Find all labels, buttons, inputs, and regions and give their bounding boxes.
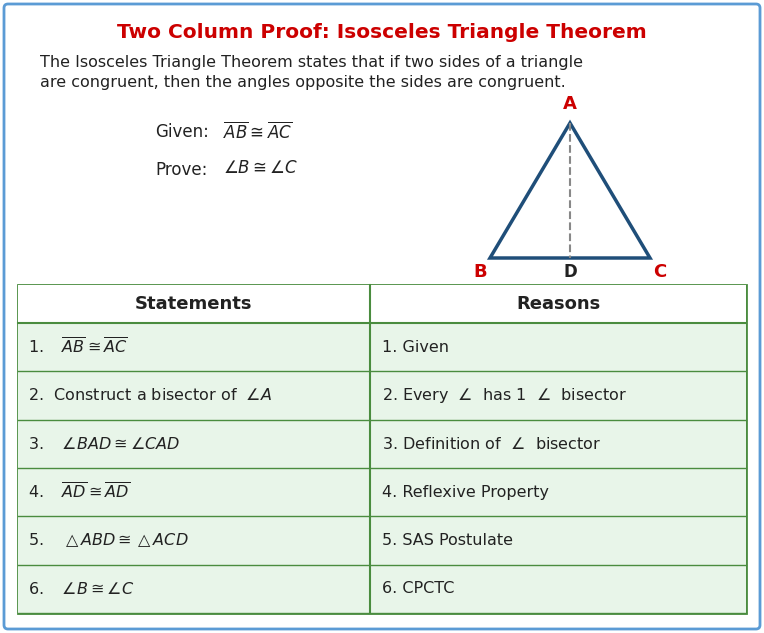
Text: $\overline{AB} \cong \overline{AC}$: $\overline{AB} \cong \overline{AC}$ <box>223 121 292 142</box>
Text: Two Column Proof: Isosceles Triangle Theorem: Two Column Proof: Isosceles Triangle The… <box>117 23 647 42</box>
Text: are congruent, then the angles opposite the sides are congruent.: are congruent, then the angles opposite … <box>40 75 566 90</box>
Text: Statements: Statements <box>135 295 253 313</box>
Text: $\angle B \cong \angle C$: $\angle B \cong \angle C$ <box>223 159 298 177</box>
Text: D: D <box>563 263 577 281</box>
FancyBboxPatch shape <box>4 4 760 629</box>
Bar <box>18 285 746 613</box>
Bar <box>18 517 746 565</box>
Text: Given:: Given: <box>155 123 209 141</box>
Bar <box>18 323 746 372</box>
Text: Reasons: Reasons <box>516 295 601 313</box>
Bar <box>18 372 746 420</box>
Text: 3. Definition of  $\angle$  bisector: 3. Definition of $\angle$ bisector <box>382 436 601 452</box>
Text: $1.\quad \overline{AB} \cong \overline{AC}$: $1.\quad \overline{AB} \cong \overline{A… <box>28 337 128 357</box>
Text: Prove:: Prove: <box>155 161 207 179</box>
Bar <box>18 420 746 468</box>
Text: 5. SAS Postulate: 5. SAS Postulate <box>382 533 513 548</box>
Text: The Isosceles Triangle Theorem states that if two sides of a triangle: The Isosceles Triangle Theorem states th… <box>40 55 583 70</box>
Text: 2.  Construct a bisector of  $\angle A$: 2. Construct a bisector of $\angle A$ <box>28 387 272 403</box>
Bar <box>18 565 746 613</box>
Text: $6.\quad \angle B \cong \angle C$: $6.\quad \angle B \cong \angle C$ <box>28 581 134 597</box>
Text: 1. Given: 1. Given <box>382 340 449 354</box>
Text: B: B <box>473 263 487 281</box>
Text: $5.\quad \triangle ABD \cong \triangle ACD$: $5.\quad \triangle ABD \cong \triangle A… <box>28 532 189 549</box>
Text: 6. CPCTC: 6. CPCTC <box>382 581 455 596</box>
Bar <box>18 285 746 323</box>
Text: C: C <box>653 263 667 281</box>
Text: 4. Reflexive Property: 4. Reflexive Property <box>382 485 549 499</box>
Text: A: A <box>563 95 577 113</box>
Text: $3.\quad \angle BAD \cong \angle CAD$: $3.\quad \angle BAD \cong \angle CAD$ <box>28 436 180 452</box>
Bar <box>18 468 746 517</box>
Text: $4.\quad \overline{AD} \cong \overline{AD}$: $4.\quad \overline{AD} \cong \overline{A… <box>28 482 130 502</box>
Text: 2. Every  $\angle$  has 1  $\angle$  bisector: 2. Every $\angle$ has 1 $\angle$ bisecto… <box>382 386 627 405</box>
